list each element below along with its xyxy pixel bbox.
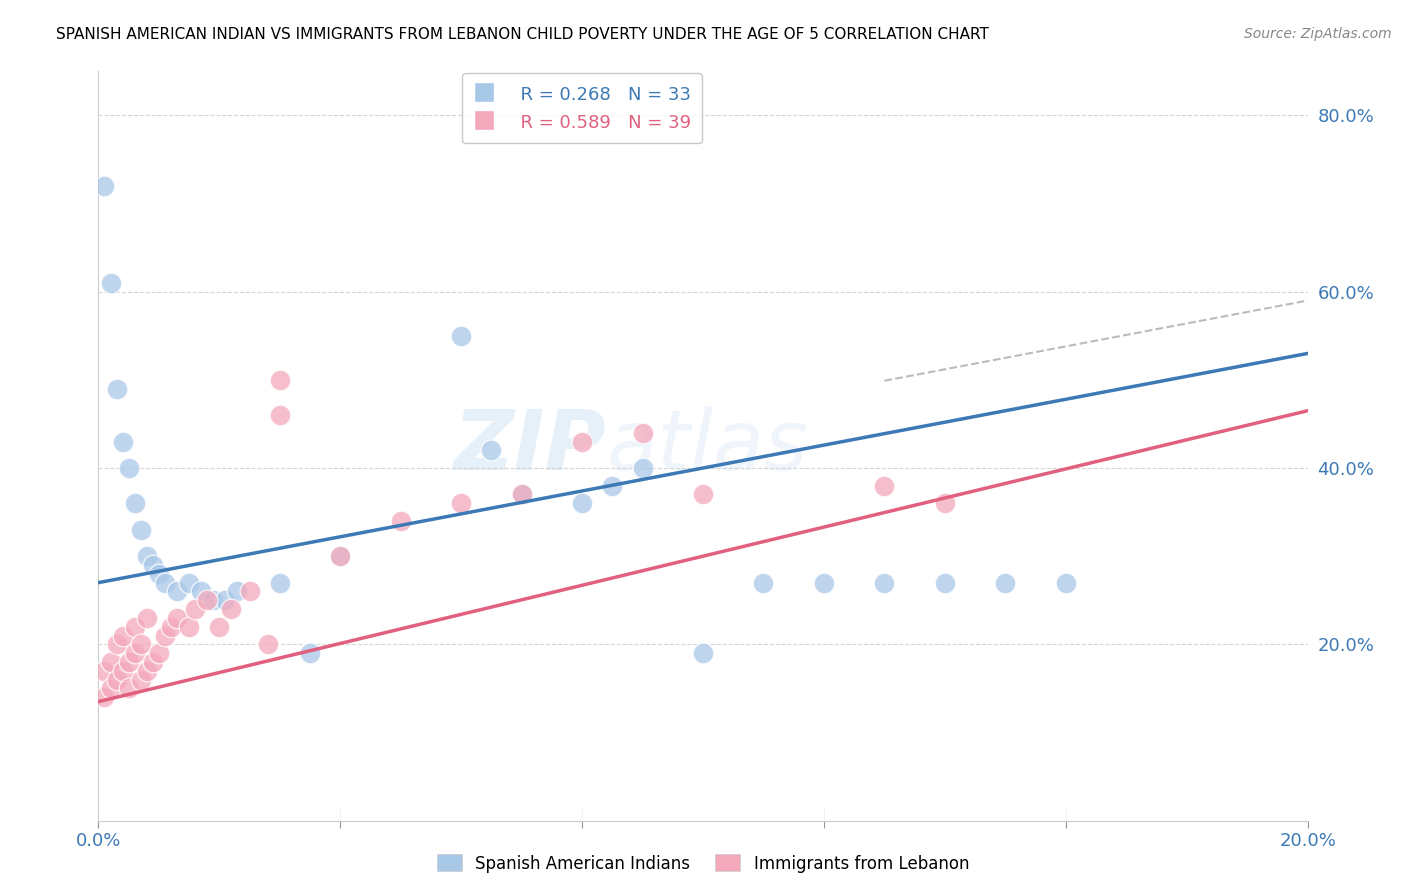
Point <box>510 487 533 501</box>
Point <box>873 575 896 590</box>
Point <box>105 382 128 396</box>
Point <box>124 496 146 510</box>
Point <box>299 646 322 660</box>
Point <box>111 664 134 678</box>
Point <box>571 434 593 449</box>
Point <box>214 593 236 607</box>
Text: SPANISH AMERICAN INDIAN VS IMMIGRANTS FROM LEBANON CHILD POVERTY UNDER THE AGE O: SPANISH AMERICAN INDIAN VS IMMIGRANTS FR… <box>56 27 988 42</box>
Point <box>179 620 201 634</box>
Legend: Spanish American Indians, Immigrants from Lebanon: Spanish American Indians, Immigrants fro… <box>430 847 976 880</box>
Point <box>135 549 157 564</box>
Point <box>752 575 775 590</box>
Point <box>135 664 157 678</box>
Point <box>118 681 141 696</box>
Point <box>221 602 243 616</box>
Point <box>481 443 503 458</box>
Point <box>226 584 249 599</box>
Point <box>118 655 141 669</box>
Point <box>692 487 714 501</box>
Point <box>105 673 128 687</box>
Point <box>239 584 262 599</box>
Point <box>124 620 146 634</box>
Point <box>269 575 291 590</box>
Legend:   R = 0.268   N = 33,   R = 0.589   N = 39: R = 0.268 N = 33, R = 0.589 N = 39 <box>463 73 702 144</box>
Point <box>389 514 412 528</box>
Point <box>166 611 188 625</box>
Point <box>129 637 152 651</box>
Text: ZIP: ZIP <box>454 406 606 486</box>
Point <box>129 523 152 537</box>
Point <box>166 584 188 599</box>
Point <box>148 566 170 581</box>
Point <box>256 637 278 651</box>
Point <box>631 425 654 440</box>
Point <box>208 620 231 634</box>
Point <box>269 373 291 387</box>
Point <box>994 575 1017 590</box>
Point <box>111 628 134 642</box>
Point <box>124 646 146 660</box>
Point <box>100 276 122 290</box>
Point <box>93 690 115 705</box>
Text: Source: ZipAtlas.com: Source: ZipAtlas.com <box>1244 27 1392 41</box>
Point <box>190 584 212 599</box>
Point <box>450 328 472 343</box>
Point <box>142 558 165 572</box>
Point <box>129 673 152 687</box>
Point <box>195 593 218 607</box>
Point <box>692 646 714 660</box>
Point <box>105 637 128 651</box>
Point <box>450 496 472 510</box>
Point <box>934 575 956 590</box>
Point <box>202 593 225 607</box>
Point <box>93 664 115 678</box>
Point <box>160 620 183 634</box>
Point <box>329 549 352 564</box>
Point <box>571 496 593 510</box>
Point <box>135 611 157 625</box>
Point <box>813 575 835 590</box>
Point <box>148 646 170 660</box>
Point <box>873 478 896 492</box>
Point <box>153 628 176 642</box>
Point <box>100 655 122 669</box>
Point <box>631 461 654 475</box>
Point <box>93 178 115 193</box>
Point <box>510 487 533 501</box>
Point <box>934 496 956 510</box>
Point <box>111 434 134 449</box>
Point <box>153 575 176 590</box>
Point <box>269 408 291 422</box>
Text: atlas: atlas <box>606 406 808 486</box>
Point <box>602 478 624 492</box>
Point <box>179 575 201 590</box>
Point <box>118 461 141 475</box>
Point <box>329 549 352 564</box>
Point <box>184 602 207 616</box>
Point <box>1054 575 1077 590</box>
Point <box>142 655 165 669</box>
Point <box>100 681 122 696</box>
